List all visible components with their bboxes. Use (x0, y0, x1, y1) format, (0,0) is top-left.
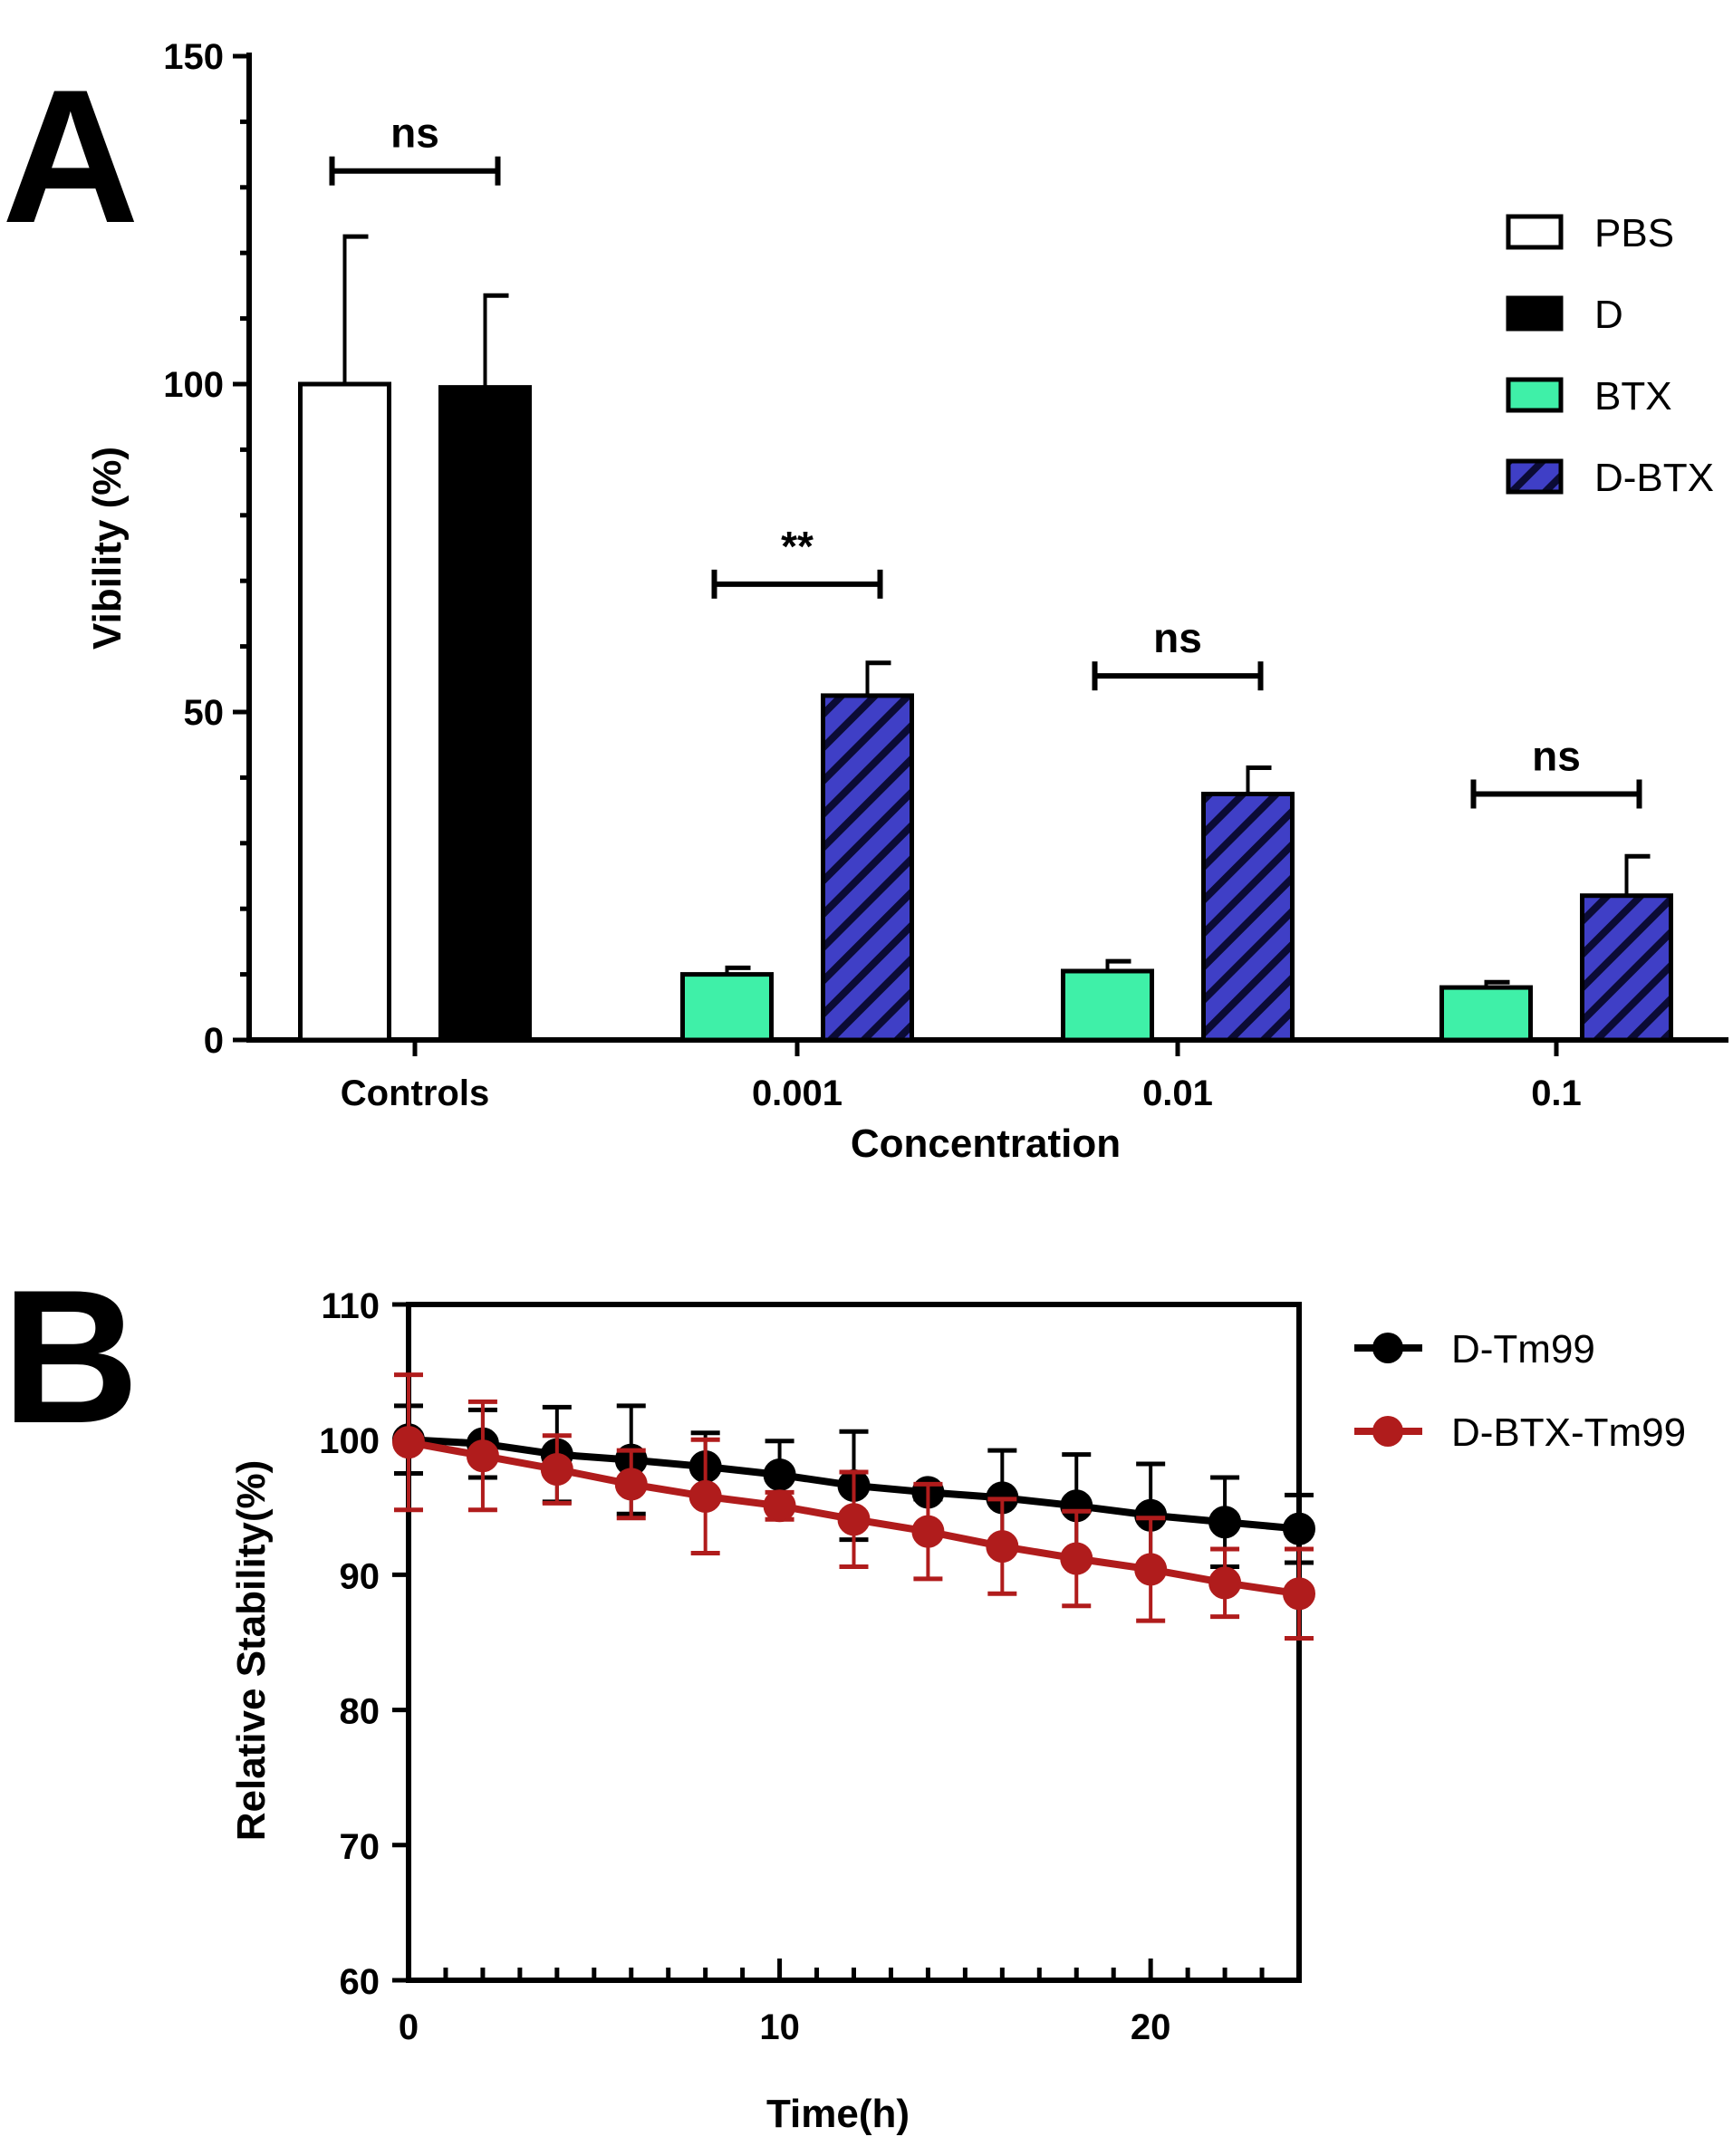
data-point (763, 1458, 796, 1491)
legend-swatch (1506, 458, 1564, 495)
panel-a-letter: A (2, 50, 140, 263)
y-tick-label: 0 (204, 1021, 224, 1061)
y-tick-label: 90 (340, 1556, 380, 1596)
data-point (911, 1515, 945, 1548)
y-tick-label: 110 (321, 1286, 380, 1326)
data-point (1283, 1512, 1315, 1545)
x-tick-label: 20 (1131, 2007, 1171, 2047)
x-tick-label: 0.001 (752, 1073, 842, 1113)
data-point (688, 1479, 722, 1513)
legend-swatch (1506, 377, 1564, 413)
significance-label: ** (781, 523, 814, 570)
x-tick-label: 0.1 (1531, 1073, 1582, 1113)
panel-a-significance: ns ** ns ns (329, 110, 1642, 809)
plot-frame (406, 1302, 1302, 1983)
legend-label: D-BTX (1594, 456, 1714, 500)
y-tick-label: 50 (184, 693, 225, 733)
panel-b-x-axis-title: Time(h) (766, 2092, 910, 2136)
significance-label: ns (390, 110, 439, 157)
legend-label: D-Tm99 (1451, 1327, 1595, 1372)
panel-a-bar-chart: ns ** ns ns 0 50 100 150 Controls 0.001 0.01 0.1 V… (85, 37, 1728, 1166)
data-point (614, 1468, 648, 1501)
data-point (1283, 1577, 1315, 1611)
bar (298, 381, 391, 1043)
panel-a-y-axis-title: Vibility (%) (85, 447, 130, 650)
data-point (1208, 1566, 1242, 1600)
significance-label: ns (1532, 733, 1581, 780)
significance-label: ns (1153, 614, 1202, 661)
panel-a-tick-labels: 0 50 100 150 Controls 0.001 0.01 0.1 (163, 37, 1582, 1113)
legend-label: PBS (1594, 211, 1674, 255)
panel-b-series (392, 1372, 1315, 1641)
data-point (986, 1530, 1019, 1564)
bar (1580, 893, 1673, 1043)
x-tick-label: 0 (399, 2007, 419, 2047)
panel-a-error-bars (342, 234, 1651, 988)
y-tick-label: 80 (340, 1692, 380, 1732)
y-tick-label: 150 (163, 37, 224, 77)
x-tick-label: 0.01 (1142, 1073, 1213, 1113)
data-point (1208, 1506, 1242, 1539)
bar (1439, 985, 1533, 1043)
y-tick-label: 100 (319, 1421, 380, 1461)
data-point (837, 1503, 871, 1536)
panel-b-letter: B (2, 1250, 140, 1463)
data-point (1060, 1542, 1093, 1575)
y-tick-label: 100 (163, 365, 224, 405)
legend-label: BTX (1594, 374, 1672, 419)
bar (821, 693, 914, 1043)
x-tick-label: Controls (341, 1073, 489, 1113)
data-point (1134, 1553, 1168, 1586)
panel-b-y-axis-title: Relative Stability(%) (229, 1460, 274, 1842)
panel-a-x-axis-title: Concentration (851, 1121, 1121, 1166)
legend-marker (1372, 1416, 1403, 1447)
bar (680, 972, 774, 1043)
panel-b-legend: D-Tm99 D-BTX-Tm99 (1354, 1327, 1686, 1455)
y-tick-label: 70 (340, 1827, 380, 1867)
panel-b-tick-labels: 60 70 80 90 100 110 0 10 20 (319, 1286, 1170, 2047)
bar (1201, 792, 1295, 1043)
legend-swatch (1506, 295, 1564, 332)
data-point (392, 1426, 425, 1459)
data-point (466, 1439, 499, 1473)
y-tick-label: 60 (340, 1962, 380, 2002)
bar (1061, 968, 1154, 1043)
panel-a-legend: PBS D BTX D-BTX (1506, 211, 1714, 500)
data-point (763, 1489, 796, 1523)
x-tick-label: 10 (759, 2007, 800, 2047)
legend-marker (1372, 1333, 1403, 1363)
series-d-btx-tm99 (392, 1372, 1315, 1641)
legend-label: D (1594, 293, 1623, 337)
bar (438, 385, 532, 1043)
legend-swatch (1506, 214, 1564, 250)
legend-label: D-BTX-Tm99 (1451, 1410, 1686, 1455)
panel-b-axes (392, 1302, 1302, 1983)
data-point (540, 1453, 573, 1487)
panel-b-line-chart: 60 70 80 90 100 110 0 10 20 Relative Stability(%… (229, 1286, 1686, 2136)
panel-a-bars (298, 381, 1673, 1043)
